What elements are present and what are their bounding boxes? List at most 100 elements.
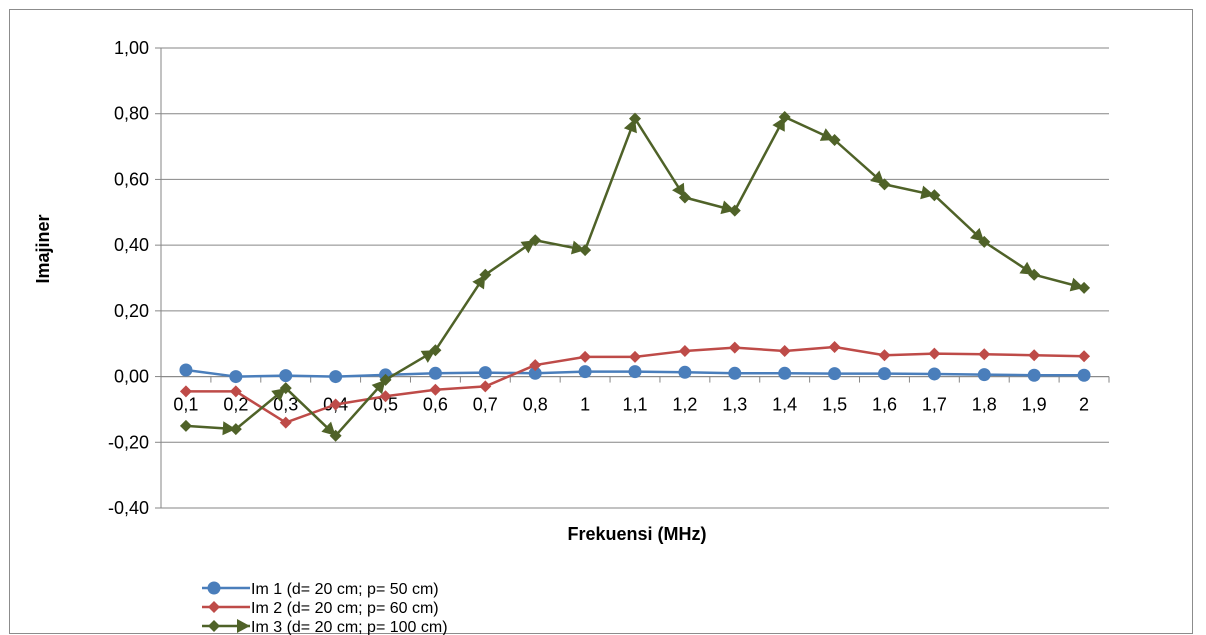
data-point xyxy=(579,350,592,363)
data-point xyxy=(678,344,691,357)
data-point xyxy=(629,350,641,363)
legend-label: Im 1 (d= 20 cm; p= 50 cm) xyxy=(251,581,439,598)
x-tick-label: 1,6 xyxy=(872,395,897,415)
arrowhead xyxy=(623,118,637,134)
x-tick-label: 1,2 xyxy=(672,395,697,415)
data-point xyxy=(828,341,841,353)
data-point xyxy=(479,380,492,393)
series xyxy=(179,111,1091,442)
x-axis-title: Frekuensi (MHz) xyxy=(567,524,706,544)
data-point xyxy=(728,366,742,380)
x-tick-label: 0,7 xyxy=(473,395,498,415)
arrowhead xyxy=(870,170,885,185)
x-tick-label: 1,8 xyxy=(972,395,997,415)
arrowhead xyxy=(570,240,586,255)
x-tick-label: 0,2 xyxy=(223,395,248,415)
y-tick-label: 0,80 xyxy=(114,104,149,124)
y-tick-label: 0,20 xyxy=(114,301,149,321)
data-point xyxy=(1077,368,1091,382)
y-axis-title: Imajiner xyxy=(33,214,53,283)
legend: Im 1 (d= 20 cm; p= 50 cm) Im 2 (d= 20 cm;… xyxy=(202,581,448,635)
y-tick-label: -0,20 xyxy=(108,432,149,452)
arrowhead xyxy=(672,182,685,198)
x-tick-label: 1,1 xyxy=(622,395,647,415)
x-tick-label: 0,6 xyxy=(423,395,448,415)
data-point xyxy=(528,366,542,380)
data-point xyxy=(1078,350,1091,363)
x-tick-label: 0,5 xyxy=(373,395,398,415)
y-tick-label: 0,40 xyxy=(114,235,149,255)
data-point xyxy=(878,349,891,362)
arrowhead xyxy=(371,379,386,395)
legend-item-3: Im 3 (d= 20 cm; p= 100 cm) xyxy=(202,619,448,635)
legend-item-2: Im 2 (d= 20 cm; p= 60 cm) xyxy=(202,600,439,617)
arrowhead xyxy=(472,274,486,290)
data-point xyxy=(329,370,343,384)
x-tick-label: 1,4 xyxy=(772,395,797,415)
x-tick-label: 0,8 xyxy=(523,395,548,415)
series-2 xyxy=(179,341,1091,429)
arrowhead xyxy=(772,117,785,132)
arrowhead xyxy=(321,421,336,436)
y-tick-label: 1,00 xyxy=(114,38,149,58)
legend-label: Im 3 (d= 20 cm; p= 100 cm) xyxy=(251,619,448,635)
x-tick-label: 1,7 xyxy=(922,395,947,415)
data-point xyxy=(179,385,192,398)
y-tick-labels: 1,00 0,80 0,60 0,40 0,20 0,00 -0,20 -0,40 xyxy=(108,38,149,518)
arrowhead xyxy=(969,227,985,242)
data-point xyxy=(428,366,442,380)
data-point xyxy=(728,341,741,354)
arrowhead xyxy=(1069,277,1085,292)
data-point xyxy=(207,581,221,595)
data-point xyxy=(928,347,941,360)
x-tick-label: 1,9 xyxy=(1022,395,1047,415)
data-point xyxy=(279,416,292,429)
chart-area: 1,00 0,80 0,60 0,40 0,20 0,00 -0,20 -0,40 0,1 0,… xyxy=(9,9,1193,635)
series-3 xyxy=(179,111,1091,442)
data-point xyxy=(927,367,941,381)
arrowhead xyxy=(222,421,236,436)
data-point xyxy=(329,398,342,411)
legend-item-1: Im 1 (d= 20 cm; p= 50 cm) xyxy=(202,581,439,598)
y-tick-label: 0,00 xyxy=(114,367,149,387)
arrowhead xyxy=(819,128,835,141)
data-point xyxy=(229,385,242,398)
x-tick-label: 2 xyxy=(1079,395,1089,415)
data-point xyxy=(579,244,592,257)
arrowhead xyxy=(520,240,536,254)
line-chart: 1,00 0,80 0,60 0,40 0,20 0,00 -0,20 -0,40 0,1 0,… xyxy=(33,38,1110,635)
data-point xyxy=(179,419,192,432)
data-point xyxy=(208,601,220,613)
arrowhead xyxy=(720,200,735,215)
data-point xyxy=(877,367,891,381)
legend-label: Im 2 (d= 20 cm; p= 60 cm) xyxy=(251,600,439,617)
data-point xyxy=(977,368,991,382)
y-tick-label: -0,40 xyxy=(108,498,149,518)
arrowhead xyxy=(1019,261,1035,275)
data-point xyxy=(179,363,193,377)
data-point xyxy=(478,366,492,380)
data-point xyxy=(1027,368,1041,382)
data-point xyxy=(978,348,991,361)
x-tick-label: 0,1 xyxy=(173,395,198,415)
arrowhead xyxy=(237,619,250,633)
series-1 xyxy=(179,363,1091,384)
data-point xyxy=(778,366,792,380)
data-point xyxy=(208,620,220,632)
x-tick-label: 1,5 xyxy=(822,395,847,415)
data-point xyxy=(628,365,642,379)
x-tick-label: 1 xyxy=(580,395,590,415)
arrowhead xyxy=(420,350,436,363)
arrowhead xyxy=(920,185,935,200)
data-point xyxy=(778,344,791,357)
data-point xyxy=(429,383,442,396)
arrowhead xyxy=(271,388,286,402)
data-point xyxy=(229,370,243,384)
data-point xyxy=(678,365,692,379)
x-tick-label: 1,3 xyxy=(722,395,747,415)
data-point xyxy=(828,367,842,381)
data-point xyxy=(379,390,392,403)
x-tick-labels: 0,10,20,30,40,50,60,70,811,11,21,31,41,5… xyxy=(173,395,1089,415)
data-point xyxy=(578,365,592,379)
data-point xyxy=(529,359,542,372)
